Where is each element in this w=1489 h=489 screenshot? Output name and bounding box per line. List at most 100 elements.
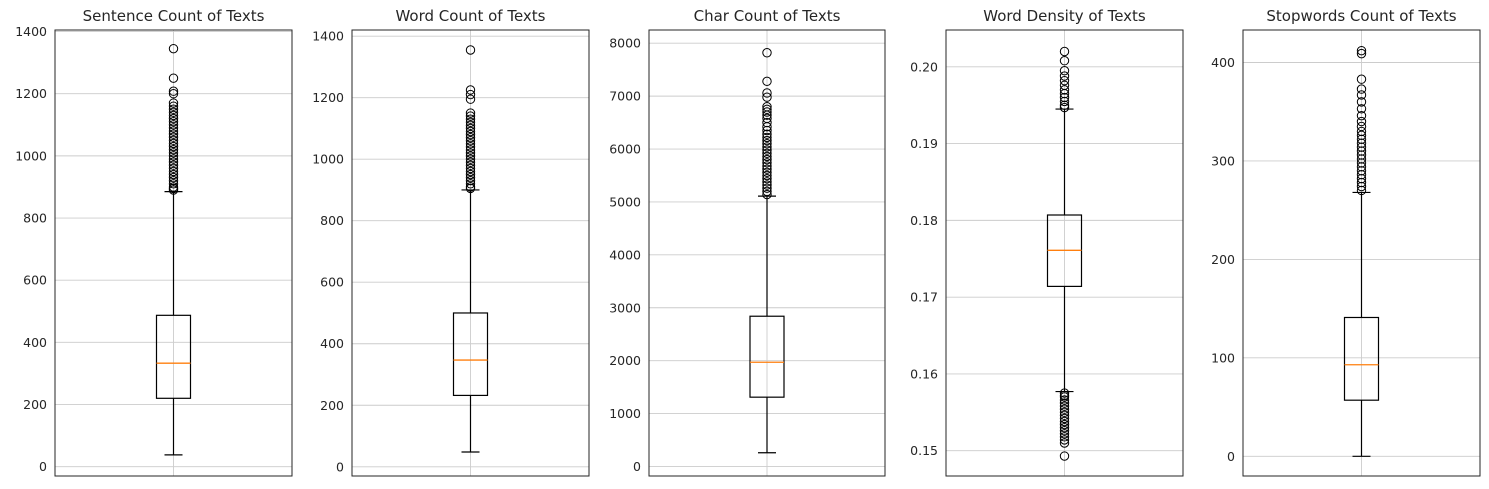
- outlier-point: [1059, 65, 1070, 76]
- axes-frame: [54, 29, 293, 477]
- outlier-point: [168, 73, 179, 83]
- outlier-point: [1059, 404, 1070, 414]
- outlier-point: [1059, 71, 1070, 81]
- outlier-point: [168, 148, 179, 158]
- outlier-point: [1356, 116, 1367, 127]
- outlier-point: [1356, 45, 1367, 56]
- outlier-point: [465, 151, 476, 161]
- outlier-point: [1356, 177, 1367, 188]
- outlier-point: [168, 113, 179, 124]
- outlier-point: [1356, 170, 1367, 180]
- outlier-point: [168, 89, 179, 99]
- outlier-point: [168, 160, 179, 170]
- outlier-point: [168, 43, 179, 54]
- outlier-point: [465, 114, 476, 124]
- outlier-point: [762, 129, 772, 139]
- outlier-point: [1356, 146, 1367, 156]
- y-tick-label: 1400: [312, 29, 344, 44]
- outlier-point: [762, 158, 772, 168]
- outlier-point: [1059, 92, 1070, 103]
- outlier-point: [168, 163, 179, 174]
- outlier-point: [1059, 75, 1070, 86]
- outlier-point: [762, 173, 772, 184]
- outlier-point: [168, 176, 179, 186]
- outlier-point: [168, 107, 179, 118]
- y-tick-label: 1200: [312, 90, 344, 105]
- outlier-point: [168, 104, 179, 114]
- outlier-point: [762, 170, 772, 181]
- y-tick-label: 0: [633, 459, 641, 474]
- outlier-point: [762, 135, 772, 146]
- outlier-point: [762, 92, 772, 102]
- outlier-point: [168, 151, 179, 161]
- y-tick-label: 800: [23, 211, 47, 226]
- outlier-point: [465, 179, 476, 189]
- outlier-point: [465, 163, 476, 174]
- outlier-point: [762, 107, 772, 117]
- outlier-point: [1356, 162, 1367, 172]
- outlier-point: [1356, 142, 1367, 152]
- outlier-point: [465, 111, 476, 121]
- y-tick-label: 400: [1211, 55, 1235, 70]
- y-tick-label: 100: [1211, 350, 1235, 365]
- outlier-point: [465, 169, 476, 180]
- chart-panel-2: 0 200 400 600 800 1000 1200 1400 Word Count of T…: [312, 7, 590, 477]
- outlier-point: [1356, 150, 1367, 160]
- outlier-point: [762, 189, 772, 200]
- outlier-point: [168, 126, 179, 136]
- chart-title: Char Count of Texts: [694, 7, 841, 25]
- outlier-point: [762, 110, 772, 120]
- outlier-point: [168, 120, 179, 130]
- outlier-point: [465, 85, 476, 95]
- outlier-point: [762, 76, 772, 87]
- outlier-point: [465, 166, 476, 177]
- outlier-point: [762, 164, 772, 174]
- outlier-point: [762, 183, 772, 193]
- y-tick-label: 7000: [609, 89, 641, 104]
- y-tick-label: 1200: [15, 86, 47, 101]
- chart-title: Word Density of Texts: [983, 7, 1146, 25]
- outlier-point: [1059, 429, 1070, 439]
- outlier-point: [1356, 90, 1367, 100]
- outlier-point: [762, 48, 772, 58]
- outlier-point: [1356, 48, 1367, 59]
- y-tick-label: 0.16: [910, 366, 938, 381]
- outlier-point: [168, 110, 179, 121]
- outlier-point: [1356, 97, 1367, 107]
- y-tick-label: 4000: [609, 247, 641, 262]
- chart-panel-5: 0 100 200 300 400 Stopwords Count of Texts: [1211, 7, 1481, 477]
- outlier-point: [465, 136, 476, 146]
- outlier-point: [762, 145, 772, 155]
- outlier-point: [168, 185, 179, 195]
- outlier-point: [1059, 426, 1070, 436]
- outlier-point: [465, 123, 476, 134]
- outlier-point: [1356, 138, 1367, 148]
- outlier-point: [1356, 181, 1367, 192]
- outlier-point: [168, 144, 179, 155]
- outlier-point: [1356, 166, 1367, 176]
- y-tick-label: 0: [39, 459, 47, 474]
- outlier-point: [168, 135, 179, 146]
- outlier-point: [465, 142, 476, 152]
- outlier-point: [762, 148, 772, 158]
- y-tick-label: 5000: [609, 194, 641, 209]
- outlier-point: [1356, 110, 1367, 121]
- outlier-point: [168, 169, 179, 180]
- y-tick-label: 1000: [15, 148, 47, 163]
- y-tick-label: 8000: [609, 36, 641, 51]
- outlier-point: [465, 172, 476, 183]
- outlier-point: [465, 139, 476, 149]
- y-tick-label: 2000: [609, 353, 641, 368]
- outlier-point: [465, 132, 476, 143]
- y-tick-label: 200: [23, 397, 47, 412]
- y-tick-label: 200: [1211, 252, 1235, 267]
- y-tick-label: 600: [23, 273, 47, 288]
- outlier-point: [465, 120, 476, 131]
- outlier-point: [762, 142, 772, 152]
- chart-title: Word Count of Texts: [395, 7, 545, 25]
- y-tick-label: 1400: [15, 24, 47, 39]
- outlier-point: [1059, 100, 1070, 110]
- outlier-point: [762, 139, 772, 149]
- chart-panel-3: 0 1000 2000 3000 4000 5000 6000 7000 8000 Char Co…: [609, 7, 886, 477]
- outlier-point: [762, 132, 772, 143]
